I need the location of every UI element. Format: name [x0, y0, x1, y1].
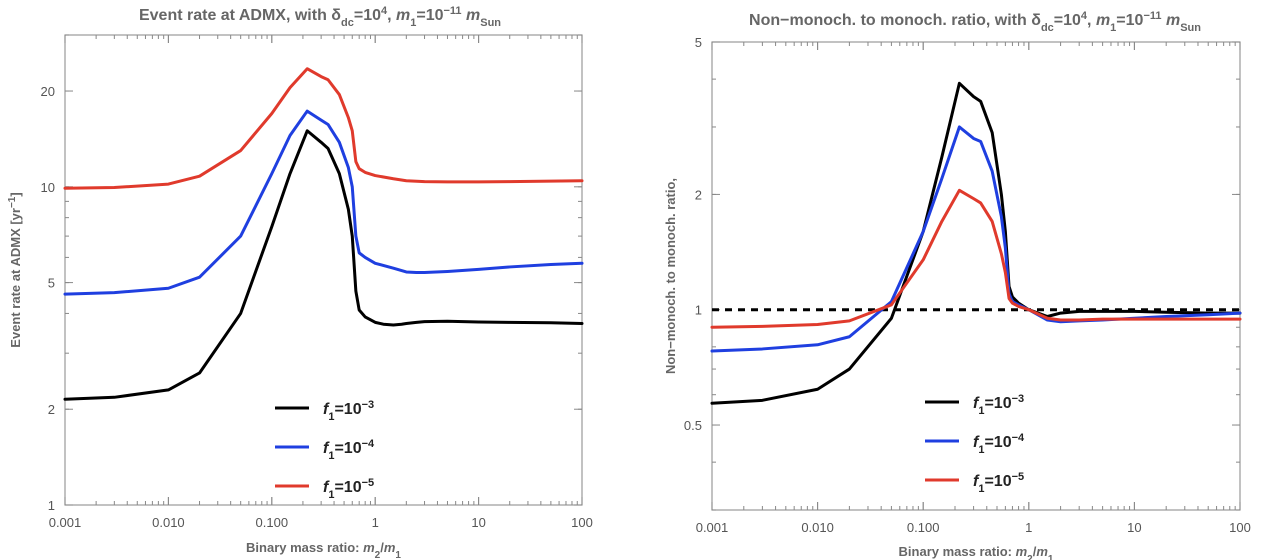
series-line-2: [63, 109, 584, 296]
y-tick-label: 20: [41, 84, 55, 99]
legend: f1=10−3 f1=10−4 f1=10−5: [275, 399, 375, 501]
x-tick-label: 0.010: [801, 520, 834, 535]
x-tick-label: 100: [1229, 520, 1251, 535]
x-tick-label: 0.100: [256, 515, 289, 530]
y-axis-label: Non−monoch. to monoch. ratio,: [663, 178, 678, 374]
series-line-3: [710, 188, 1242, 329]
y-axis-label: Event rate at ADMX [yr−1]: [7, 192, 24, 347]
chart-1: 0.001 0.010 0.100 1 10 100 1 2 5 10 20 Event rate a…: [7, 5, 593, 560]
legend-label: f1=10−5: [973, 471, 1024, 495]
x-tick-label: 1: [372, 515, 379, 530]
x-tick-label: 0.100: [907, 520, 940, 535]
plot-frame: [64, 34, 583, 506]
x-tick-label: 100: [571, 515, 593, 530]
y-tick-label: 5: [695, 35, 702, 50]
y-tick-label: 1: [695, 303, 702, 318]
x-tick-label: 1: [1025, 520, 1032, 535]
y-tick-label: 5: [48, 276, 55, 291]
legend-label: f1=10−4: [323, 438, 375, 462]
x-tick-label: 0.001: [696, 520, 729, 535]
y-tick-label: 2: [48, 402, 55, 417]
chart-title: Event rate at ADMX, with δdc=104, m1=10−…: [139, 5, 501, 29]
series-line-1: [63, 129, 584, 401]
legend-label: f1=10−5: [323, 477, 374, 501]
legend-label: f1=10−3: [973, 393, 1024, 417]
x-tick-label: 0.001: [49, 515, 82, 530]
chart-title: Non−monoch. to monoch. ratio, with δdc=1…: [749, 10, 1201, 34]
legend-label: f1=10−3: [323, 399, 374, 423]
x-axis-label: Binary mass ratio: m2/m1: [899, 544, 1054, 560]
legend: f1=10−3 f1=10−4 f1=10−5: [925, 393, 1025, 495]
series-line-3: [63, 67, 584, 190]
plot-frame: [711, 41, 1241, 511]
legend-label: f1=10−4: [973, 432, 1025, 456]
x-tick-label: 0.010: [152, 515, 185, 530]
y-tick-label: 2: [695, 187, 702, 202]
y-tick-label: 0.5: [684, 418, 702, 433]
chart-2: 0.001 0.010 0.100 1 10 100 0.5 1 2 5 Non−monoch. t…: [663, 10, 1251, 560]
series-line-2: [710, 125, 1242, 353]
x-axis-label: Binary mass ratio: m2/m1: [246, 540, 401, 560]
x-tick-label: 10: [471, 515, 485, 530]
series-line-1: [710, 81, 1242, 405]
y-tick-label: 10: [41, 180, 55, 195]
x-tick-label: 10: [1127, 520, 1141, 535]
y-tick-label: 1: [48, 498, 55, 513]
